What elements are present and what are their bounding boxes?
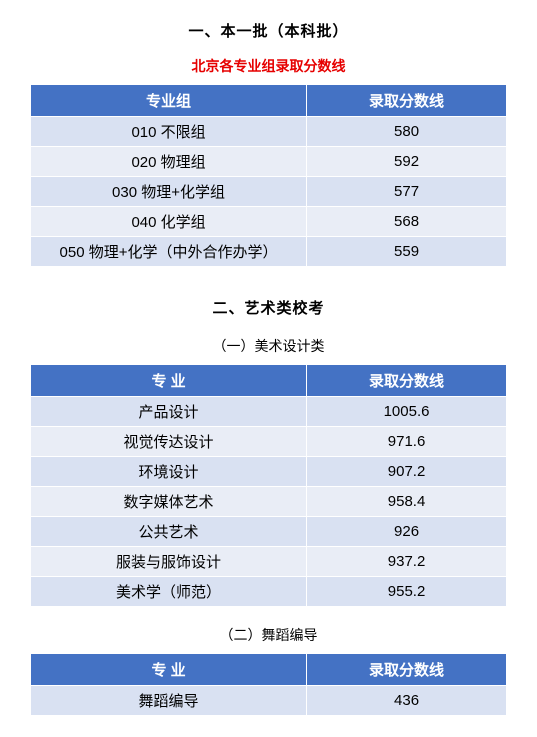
th-score: 录取分数线: [307, 654, 507, 686]
table-row: 020 物理组592: [31, 147, 507, 177]
section2-sub1-title: （一）美术设计类: [30, 336, 507, 356]
th-major: 专 业: [31, 654, 307, 686]
th-score: 录取分数线: [307, 365, 507, 397]
cell-major: 010 不限组: [31, 117, 307, 147]
table-row: 舞蹈编导436: [31, 686, 507, 716]
cell-score: 971.6: [307, 427, 507, 457]
cell-score: 955.2: [307, 577, 507, 607]
cell-major: 产品设计: [31, 397, 307, 427]
cell-major: 030 物理+化学组: [31, 177, 307, 207]
cell-score: 568: [307, 207, 507, 237]
section2-sub2-title: （二）舞蹈编导: [30, 625, 507, 645]
section2-title: 二、艺术类校考: [30, 297, 507, 318]
table-row: 服装与服饰设计937.2: [31, 547, 507, 577]
cell-score: 559: [307, 237, 507, 267]
section1-title: 一、本一批（本科批）: [30, 20, 507, 41]
table-section1: 专业组 录取分数线 010 不限组580 020 物理组592 030 物理+化…: [30, 84, 507, 267]
cell-major: 公共艺术: [31, 517, 307, 547]
cell-score: 1005.6: [307, 397, 507, 427]
cell-major: 数字媒体艺术: [31, 487, 307, 517]
table-row: 数字媒体艺术958.4: [31, 487, 507, 517]
cell-major: 服装与服饰设计: [31, 547, 307, 577]
section1-subtitle: 北京各专业组录取分数线: [30, 56, 507, 76]
table-row: 美术学（师范）955.2: [31, 577, 507, 607]
table-row: 010 不限组580: [31, 117, 507, 147]
table-row: 公共艺术926: [31, 517, 507, 547]
table-row: 视觉传达设计971.6: [31, 427, 507, 457]
table-row: 环境设计907.2: [31, 457, 507, 487]
table-row: 产品设计1005.6: [31, 397, 507, 427]
cell-major: 050 物理+化学（中外合作办学）: [31, 237, 307, 267]
table-section2-sub1: 专 业 录取分数线 产品设计1005.6 视觉传达设计971.6 环境设计907…: [30, 364, 507, 607]
cell-score: 577: [307, 177, 507, 207]
table-row: 050 物理+化学（中外合作办学）559: [31, 237, 507, 267]
cell-score: 436: [307, 686, 507, 716]
table-row: 030 物理+化学组577: [31, 177, 507, 207]
table-section2-sub2: 专 业 录取分数线 舞蹈编导436: [30, 653, 507, 716]
th-score: 录取分数线: [307, 85, 507, 117]
cell-major: 视觉传达设计: [31, 427, 307, 457]
cell-score: 907.2: [307, 457, 507, 487]
cell-score: 592: [307, 147, 507, 177]
cell-major: 环境设计: [31, 457, 307, 487]
cell-score: 937.2: [307, 547, 507, 577]
cell-major: 舞蹈编导: [31, 686, 307, 716]
th-major-group: 专业组: [31, 85, 307, 117]
cell-major: 040 化学组: [31, 207, 307, 237]
cell-score: 926: [307, 517, 507, 547]
cell-score: 958.4: [307, 487, 507, 517]
cell-score: 580: [307, 117, 507, 147]
th-major: 专 业: [31, 365, 307, 397]
cell-major: 020 物理组: [31, 147, 307, 177]
table-row: 040 化学组568: [31, 207, 507, 237]
cell-major: 美术学（师范）: [31, 577, 307, 607]
